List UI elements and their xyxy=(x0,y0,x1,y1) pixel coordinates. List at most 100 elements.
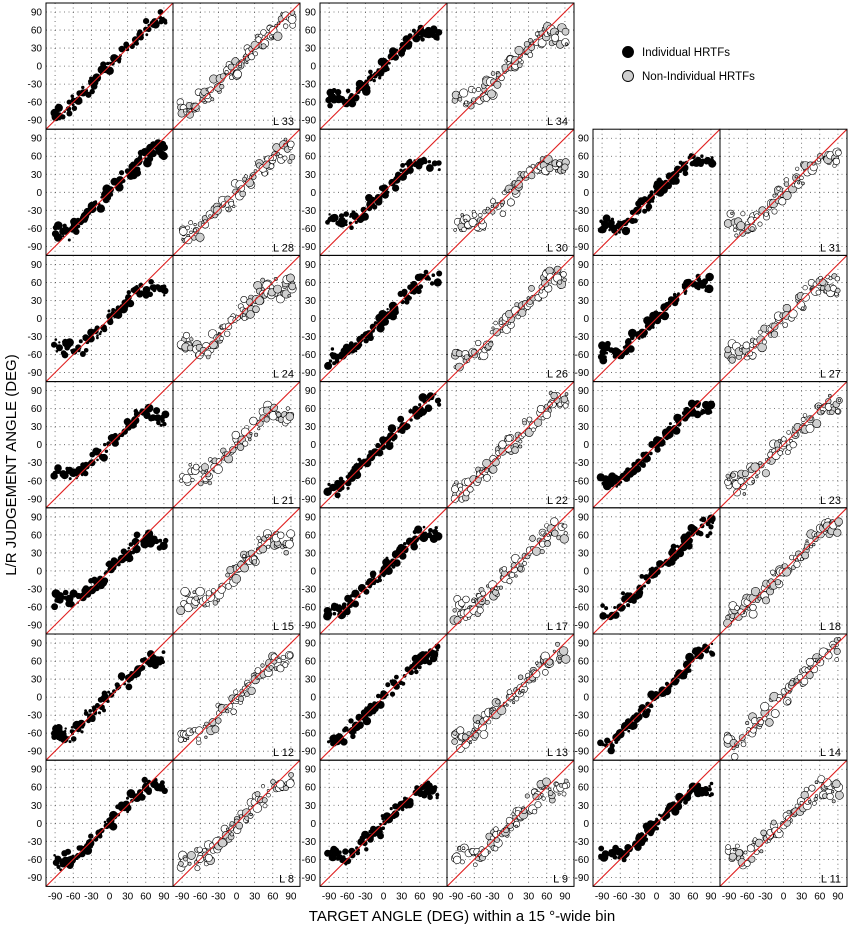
data-point xyxy=(654,446,661,453)
data-point xyxy=(240,295,248,303)
data-point xyxy=(126,299,135,308)
reference-line xyxy=(173,3,300,130)
data-point xyxy=(748,609,758,619)
data-point xyxy=(429,281,435,286)
data-point xyxy=(420,531,427,538)
data-point xyxy=(475,720,480,725)
x-tick-label: -30 xyxy=(211,891,226,902)
data-point xyxy=(276,664,285,673)
data-point xyxy=(328,92,337,102)
y-tick-label: -60 xyxy=(302,350,317,361)
y-tick-label: 0 xyxy=(583,314,589,325)
data-point xyxy=(535,661,539,665)
data-point xyxy=(374,197,383,206)
data-point xyxy=(159,541,168,551)
data-point xyxy=(808,784,816,792)
data-point xyxy=(225,572,230,578)
data-point xyxy=(422,159,428,165)
data-point xyxy=(505,434,513,442)
panel-individual xyxy=(45,128,174,256)
data-point xyxy=(774,579,782,586)
data-point xyxy=(205,471,211,478)
data-point xyxy=(159,152,168,161)
data-point xyxy=(70,94,75,98)
data-point xyxy=(148,279,154,285)
data-point xyxy=(725,473,731,479)
data-point xyxy=(619,850,628,859)
data-point xyxy=(343,211,349,217)
data-point xyxy=(466,731,472,736)
data-point xyxy=(657,438,666,447)
data-point xyxy=(642,710,650,719)
data-point xyxy=(644,837,649,842)
data-point xyxy=(682,660,692,669)
y-tick-label: -60 xyxy=(575,476,590,487)
data-point xyxy=(341,613,346,618)
data-point xyxy=(634,843,642,851)
data-point xyxy=(159,140,167,148)
data-point xyxy=(218,838,227,848)
data-point xyxy=(559,646,569,656)
data-point xyxy=(514,574,518,578)
data-point xyxy=(79,351,86,357)
data-point xyxy=(514,824,518,828)
y-axis-title: L/R JUDGEMENT ANGLE (DEG) xyxy=(3,354,20,575)
data-point xyxy=(154,656,162,664)
data-point xyxy=(640,715,643,719)
reference-line xyxy=(46,760,173,887)
y-tick-label: 0 xyxy=(36,693,42,704)
data-point xyxy=(364,847,369,852)
data-point xyxy=(617,230,621,234)
reference-line xyxy=(593,760,720,887)
data-point xyxy=(612,854,618,860)
data-point xyxy=(71,105,78,112)
data-point xyxy=(682,170,689,177)
data-point xyxy=(699,789,703,794)
data-point xyxy=(226,566,235,574)
data-point xyxy=(245,61,249,65)
data-point xyxy=(499,210,507,217)
data-point xyxy=(745,721,750,726)
data-point xyxy=(517,691,522,695)
data-point xyxy=(280,654,286,661)
data-point xyxy=(387,424,397,433)
data-point xyxy=(782,303,792,313)
data-point xyxy=(344,223,348,226)
data-point xyxy=(498,74,505,82)
data-point xyxy=(728,852,737,861)
data-point xyxy=(646,207,651,212)
data-points xyxy=(173,634,300,761)
reference-line xyxy=(720,381,847,508)
data-point xyxy=(711,400,715,404)
y-tick-label: 90 xyxy=(578,134,590,145)
x-tick-label: 60 xyxy=(814,891,826,902)
data-point xyxy=(476,606,484,614)
x-tick-label: 60 xyxy=(687,891,699,902)
y-tick-label: -30 xyxy=(575,584,590,595)
data-point xyxy=(472,862,478,868)
panel-label: L 30 xyxy=(547,242,568,254)
data-point xyxy=(426,164,434,172)
data-point xyxy=(777,450,784,456)
y-tick-label: 90 xyxy=(31,260,43,271)
data-point xyxy=(761,339,767,345)
data-point xyxy=(522,420,527,426)
data-point xyxy=(687,399,696,408)
data-point xyxy=(512,701,516,705)
data-point xyxy=(800,417,806,422)
data-point xyxy=(479,730,489,739)
data-point xyxy=(228,200,235,207)
data-point xyxy=(61,351,69,359)
data-point xyxy=(92,200,98,207)
data-point xyxy=(99,330,103,333)
data-point xyxy=(106,817,112,823)
panel-label: L 27 xyxy=(820,369,841,381)
data-point xyxy=(685,542,693,550)
data-point xyxy=(832,779,841,789)
data-point xyxy=(604,737,611,744)
data-point xyxy=(559,534,569,544)
data-point xyxy=(532,669,541,679)
panel-individual xyxy=(592,128,721,256)
data-point xyxy=(370,196,376,202)
data-point xyxy=(229,832,235,837)
